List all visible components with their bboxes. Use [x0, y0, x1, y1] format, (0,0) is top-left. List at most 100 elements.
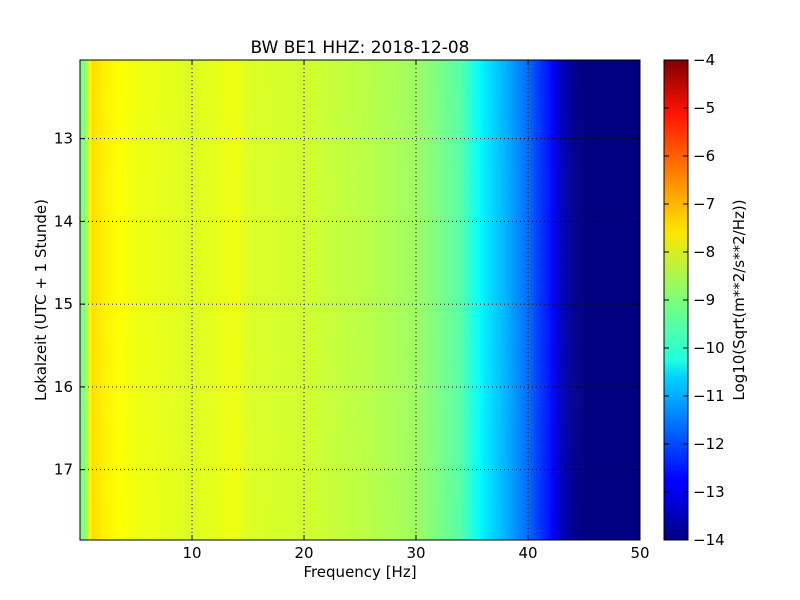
spectrogram-row — [80, 289, 584, 295]
spectrogram-column — [329, 60, 333, 540]
spectrogram-column — [413, 60, 417, 540]
spectrogram-row — [80, 92, 584, 98]
spectrogram-column — [189, 60, 193, 540]
spectrogram-column — [248, 60, 252, 540]
grid — [80, 60, 640, 540]
spectrogram-row — [80, 220, 584, 226]
spectrogram-column — [614, 60, 619, 540]
spectrogram-column — [236, 60, 241, 540]
spectrogram-column — [287, 60, 291, 540]
spectrogram-column — [262, 60, 266, 540]
spectrogram-column — [164, 60, 168, 540]
spectrogram-row — [80, 65, 584, 71]
spectrogram-column — [379, 60, 383, 540]
spectrogram-column — [620, 60, 624, 540]
spectrogram-column — [183, 60, 187, 540]
spectrogram-column — [480, 60, 484, 540]
spectrogram-column — [396, 60, 400, 540]
spectrogram-column — [186, 60, 190, 540]
spectrogram-row — [80, 279, 584, 285]
spectrogram-column — [152, 60, 157, 540]
x-axis: 10 20 30 40 50 — [182, 60, 650, 562]
spectrogram-column — [432, 60, 437, 540]
spectrogram-column — [631, 60, 635, 540]
spectrogram-row — [80, 465, 584, 471]
spectrogram-row — [80, 225, 584, 231]
y-tick-label: 14 — [54, 212, 73, 230]
x-tick-label: 30 — [406, 544, 425, 562]
spectrogram-column — [637, 60, 640, 540]
spectrogram-column — [150, 60, 154, 540]
spectrogram-column — [315, 60, 319, 540]
y-axis-label: Lokalzeit (UTC + 1 Stunde) — [32, 199, 50, 401]
spectrogram-row — [80, 481, 584, 487]
spectrogram-row — [80, 140, 584, 146]
spectrogram-column — [382, 60, 386, 540]
spectrogram-row — [80, 236, 584, 242]
spectrogram-column — [362, 60, 367, 540]
spectrogram-column — [175, 60, 179, 540]
spectrogram-column — [558, 60, 563, 540]
spectrogram-row — [80, 113, 584, 119]
spectrogram-column — [444, 60, 448, 540]
spectrogram-column — [550, 60, 554, 540]
spectrogram-row — [80, 337, 584, 343]
spectrogram-column — [539, 60, 543, 540]
spectrogram-column — [500, 60, 504, 540]
spectrogram-row — [80, 156, 584, 162]
spectrogram-column — [203, 60, 207, 540]
spectrogram-column — [449, 60, 453, 540]
spectrogram-column — [416, 60, 420, 540]
spectrogram-column — [239, 60, 243, 540]
y-tick-label: 17 — [54, 461, 73, 479]
spectrogram-row — [80, 513, 584, 519]
x-tick-label: 50 — [630, 544, 649, 562]
spectrogram-column — [144, 60, 148, 540]
spectrogram-column — [343, 60, 347, 540]
spectrogram-column — [407, 60, 411, 540]
spectrogram-row — [80, 97, 584, 103]
spectrogram-row — [80, 380, 584, 386]
spectrogram-row — [80, 161, 584, 167]
spectrogram-column — [192, 60, 196, 540]
spectrogram-column — [595, 60, 599, 540]
spectrogram-column — [609, 60, 613, 540]
spectrogram-column — [435, 60, 439, 540]
spectrogram-column — [309, 60, 313, 540]
spectrogram-column — [547, 60, 551, 540]
spectrogram-column — [497, 60, 501, 540]
spectrogram-column — [441, 60, 445, 540]
spectrogram-row — [80, 177, 584, 183]
spectrogram-column — [161, 60, 165, 540]
spectrogram-column — [155, 60, 159, 540]
spectrogram-column — [628, 60, 633, 540]
spectrogram-row — [80, 268, 584, 274]
spectrogram-column — [298, 60, 302, 540]
spectrogram-row — [80, 444, 584, 450]
spectrogram-column — [477, 60, 481, 540]
spectrogram-column — [242, 60, 246, 540]
spectrogram-row — [80, 60, 584, 66]
spectrogram-column — [460, 60, 465, 540]
spectrogram-column — [301, 60, 305, 540]
spectrogram-row — [80, 188, 584, 194]
spectrogram-column — [634, 60, 638, 540]
spectrogram-column — [368, 60, 372, 540]
spectrogram-column — [281, 60, 285, 540]
spectrogram-row — [80, 449, 584, 455]
spectrogram-column — [514, 60, 518, 540]
spectrogram-column — [376, 60, 381, 540]
spectrogram-row — [80, 407, 584, 413]
spectrogram-column — [267, 60, 271, 540]
spectrogram-column — [528, 60, 532, 540]
spectrogram-row — [80, 172, 584, 178]
colorbar-label: Log10(Sqrt(m**2/s**2/Hz)) — [730, 199, 748, 400]
spectrogram-row — [80, 199, 584, 205]
spectrogram-column — [318, 60, 322, 540]
colorbar-tick-label: −12 — [693, 435, 725, 453]
spectrogram-column — [542, 60, 546, 540]
spectrogram-row — [80, 385, 584, 391]
spectrogram-column — [598, 60, 602, 540]
spectrogram-column — [556, 60, 560, 540]
spectrogram-column — [474, 60, 479, 540]
